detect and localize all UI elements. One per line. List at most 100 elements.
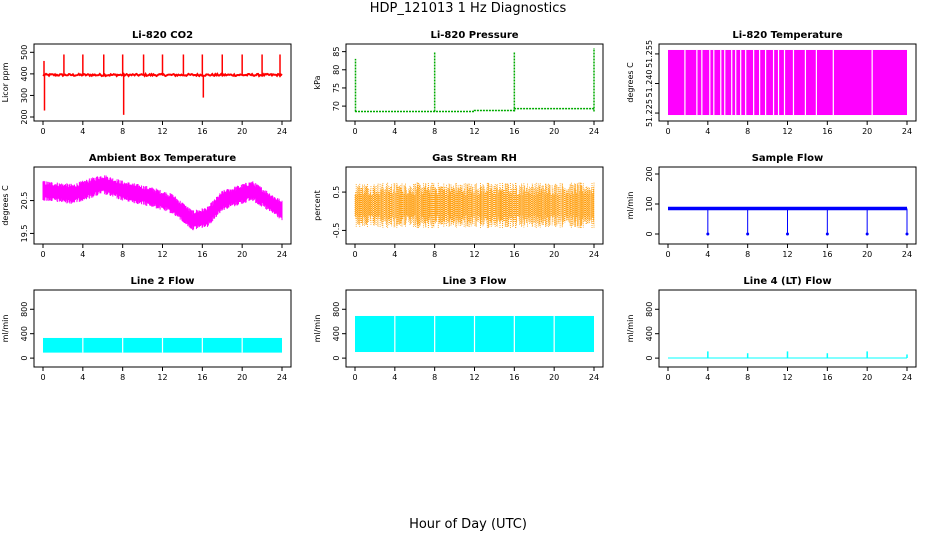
x-tick-label: 24 bbox=[589, 250, 599, 259]
x-tick-label: 4 bbox=[705, 373, 710, 382]
x-tick-label: 4 bbox=[80, 250, 85, 259]
y-tick-label: 400 bbox=[20, 66, 29, 81]
y-tick-label: 300 bbox=[20, 88, 29, 103]
y-tick-label: 400 bbox=[645, 326, 654, 341]
data-series bbox=[42, 175, 283, 231]
y-tick-label: 0.5 bbox=[332, 186, 341, 199]
x-tick-label: 24 bbox=[902, 373, 912, 382]
x-tick-label: 8 bbox=[432, 373, 437, 382]
x-tick-label: 0 bbox=[665, 127, 670, 136]
series-point bbox=[706, 232, 710, 236]
chart-panel: Line 4 (LT) Flow ml/min 0 4 8 12 16 20 24 0 400 800 bbox=[626, 276, 917, 382]
y-tick-label: 20.5 bbox=[20, 192, 29, 210]
x-tick-label: 4 bbox=[80, 127, 85, 136]
x-tick-label: 12 bbox=[469, 250, 479, 259]
x-tick-label: 12 bbox=[782, 373, 792, 382]
y-tick-label: 51.240 bbox=[645, 69, 654, 97]
y-tick-label: 200 bbox=[20, 109, 29, 124]
figure-title: HDP_121013 1 Hz Diagnostics bbox=[369, 1, 567, 16]
y-tick-label: 800 bbox=[332, 302, 341, 317]
y-axis-label: ml/min bbox=[1, 315, 10, 343]
data-series bbox=[354, 48, 595, 113]
x-tick-label: 4 bbox=[392, 373, 397, 382]
x-tick-label: 4 bbox=[80, 373, 85, 382]
x-tick-label: 20 bbox=[237, 127, 247, 136]
chart-panel: Line 3 Flow ml/min 0 4 8 12 16 20 24 0 400 800 bbox=[313, 276, 604, 382]
y-tick-label: 70 bbox=[332, 101, 341, 111]
x-tick-label: 8 bbox=[120, 127, 125, 136]
x-tick-label: 16 bbox=[822, 373, 832, 382]
chart-title: Gas Stream RH bbox=[432, 153, 517, 164]
chart-panel: Li-820 CO2 Licor ppm 0 4 8 12 16 20 24 200 300 400 5… bbox=[1, 30, 292, 136]
x-tick-label: 20 bbox=[237, 373, 247, 382]
x-tick-label: 12 bbox=[469, 127, 479, 136]
chart-title: Li-820 CO2 bbox=[132, 30, 193, 41]
data-series bbox=[43, 337, 282, 353]
x-tick-label: 0 bbox=[40, 127, 45, 136]
y-tick-label: 75 bbox=[332, 83, 341, 93]
y-axis-label: ml/min bbox=[626, 315, 635, 343]
x-tick-label: 24 bbox=[277, 373, 287, 382]
y-tick-label: 0 bbox=[20, 356, 29, 361]
chart-panel: Sample Flow ml/min 0 4 8 12 16 20 24 0 100 200 bbox=[626, 153, 917, 259]
x-tick-label: 20 bbox=[862, 373, 872, 382]
x-tick-label: 16 bbox=[509, 250, 519, 259]
x-tick-label: 20 bbox=[549, 250, 559, 259]
y-tick-label: 0 bbox=[332, 356, 341, 361]
chart-panel: Li-820 Temperature degrees C 0 4 8 12 16 20 24 51… bbox=[626, 30, 917, 136]
data-series bbox=[668, 206, 909, 236]
x-tick-label: 24 bbox=[277, 250, 287, 259]
y-tick-label: 400 bbox=[20, 326, 29, 341]
chart-title: Ambient Box Temperature bbox=[89, 153, 236, 164]
x-tick-label: 4 bbox=[705, 250, 710, 259]
y-tick-label: 200 bbox=[645, 166, 654, 181]
x-axis-label: Hour of Day (UTC) bbox=[409, 517, 527, 532]
y-tick-label: 800 bbox=[20, 302, 29, 317]
x-tick-label: 12 bbox=[157, 250, 167, 259]
series-point bbox=[905, 232, 909, 236]
x-tick-label: 20 bbox=[862, 127, 872, 136]
data-series bbox=[355, 315, 594, 353]
series-point bbox=[825, 232, 829, 236]
x-tick-label: 24 bbox=[589, 373, 599, 382]
x-tick-label: 16 bbox=[509, 373, 519, 382]
x-tick-label: 16 bbox=[822, 127, 832, 136]
x-tick-label: 24 bbox=[902, 127, 912, 136]
y-axis-label: degrees C bbox=[626, 62, 635, 103]
x-tick-label: 12 bbox=[157, 373, 167, 382]
x-tick-label: 0 bbox=[665, 250, 670, 259]
chart-title: Li-820 Pressure bbox=[430, 30, 518, 41]
x-tick-label: 16 bbox=[509, 127, 519, 136]
y-tick-label: 500 bbox=[20, 45, 29, 60]
chart-panel: Ambient Box Temperature degrees C 0 4 8 12 16 2… bbox=[1, 153, 292, 259]
series-point bbox=[746, 232, 750, 236]
y-axis-label: degrees C bbox=[1, 185, 10, 226]
y-tick-label: 51.225 bbox=[645, 99, 654, 127]
x-tick-label: 16 bbox=[197, 250, 207, 259]
y-tick-label: -0.5 bbox=[332, 223, 341, 239]
y-tick-label: 51.255 bbox=[645, 40, 654, 68]
data-series bbox=[668, 49, 907, 116]
x-tick-label: 20 bbox=[237, 250, 247, 259]
x-tick-label: 12 bbox=[157, 127, 167, 136]
x-tick-label: 0 bbox=[40, 250, 45, 259]
y-tick-label: 85 bbox=[332, 47, 341, 57]
x-tick-label: 8 bbox=[745, 127, 750, 136]
x-tick-label: 24 bbox=[589, 127, 599, 136]
x-tick-label: 24 bbox=[902, 250, 912, 259]
x-tick-label: 8 bbox=[120, 250, 125, 259]
y-tick-label: 19.5 bbox=[20, 225, 29, 243]
y-tick-label: 0 bbox=[645, 356, 654, 361]
y-axis-label: kPa bbox=[313, 75, 322, 89]
x-tick-label: 0 bbox=[352, 127, 357, 136]
x-tick-label: 0 bbox=[352, 373, 357, 382]
x-tick-label: 16 bbox=[197, 127, 207, 136]
series-point bbox=[865, 232, 869, 236]
x-tick-label: 16 bbox=[822, 250, 832, 259]
plot-frame bbox=[33, 289, 292, 368]
y-axis-label: ml/min bbox=[626, 192, 635, 220]
y-tick-label: 80 bbox=[332, 65, 341, 75]
series-point bbox=[786, 232, 789, 236]
y-tick-label: 100 bbox=[645, 196, 654, 211]
